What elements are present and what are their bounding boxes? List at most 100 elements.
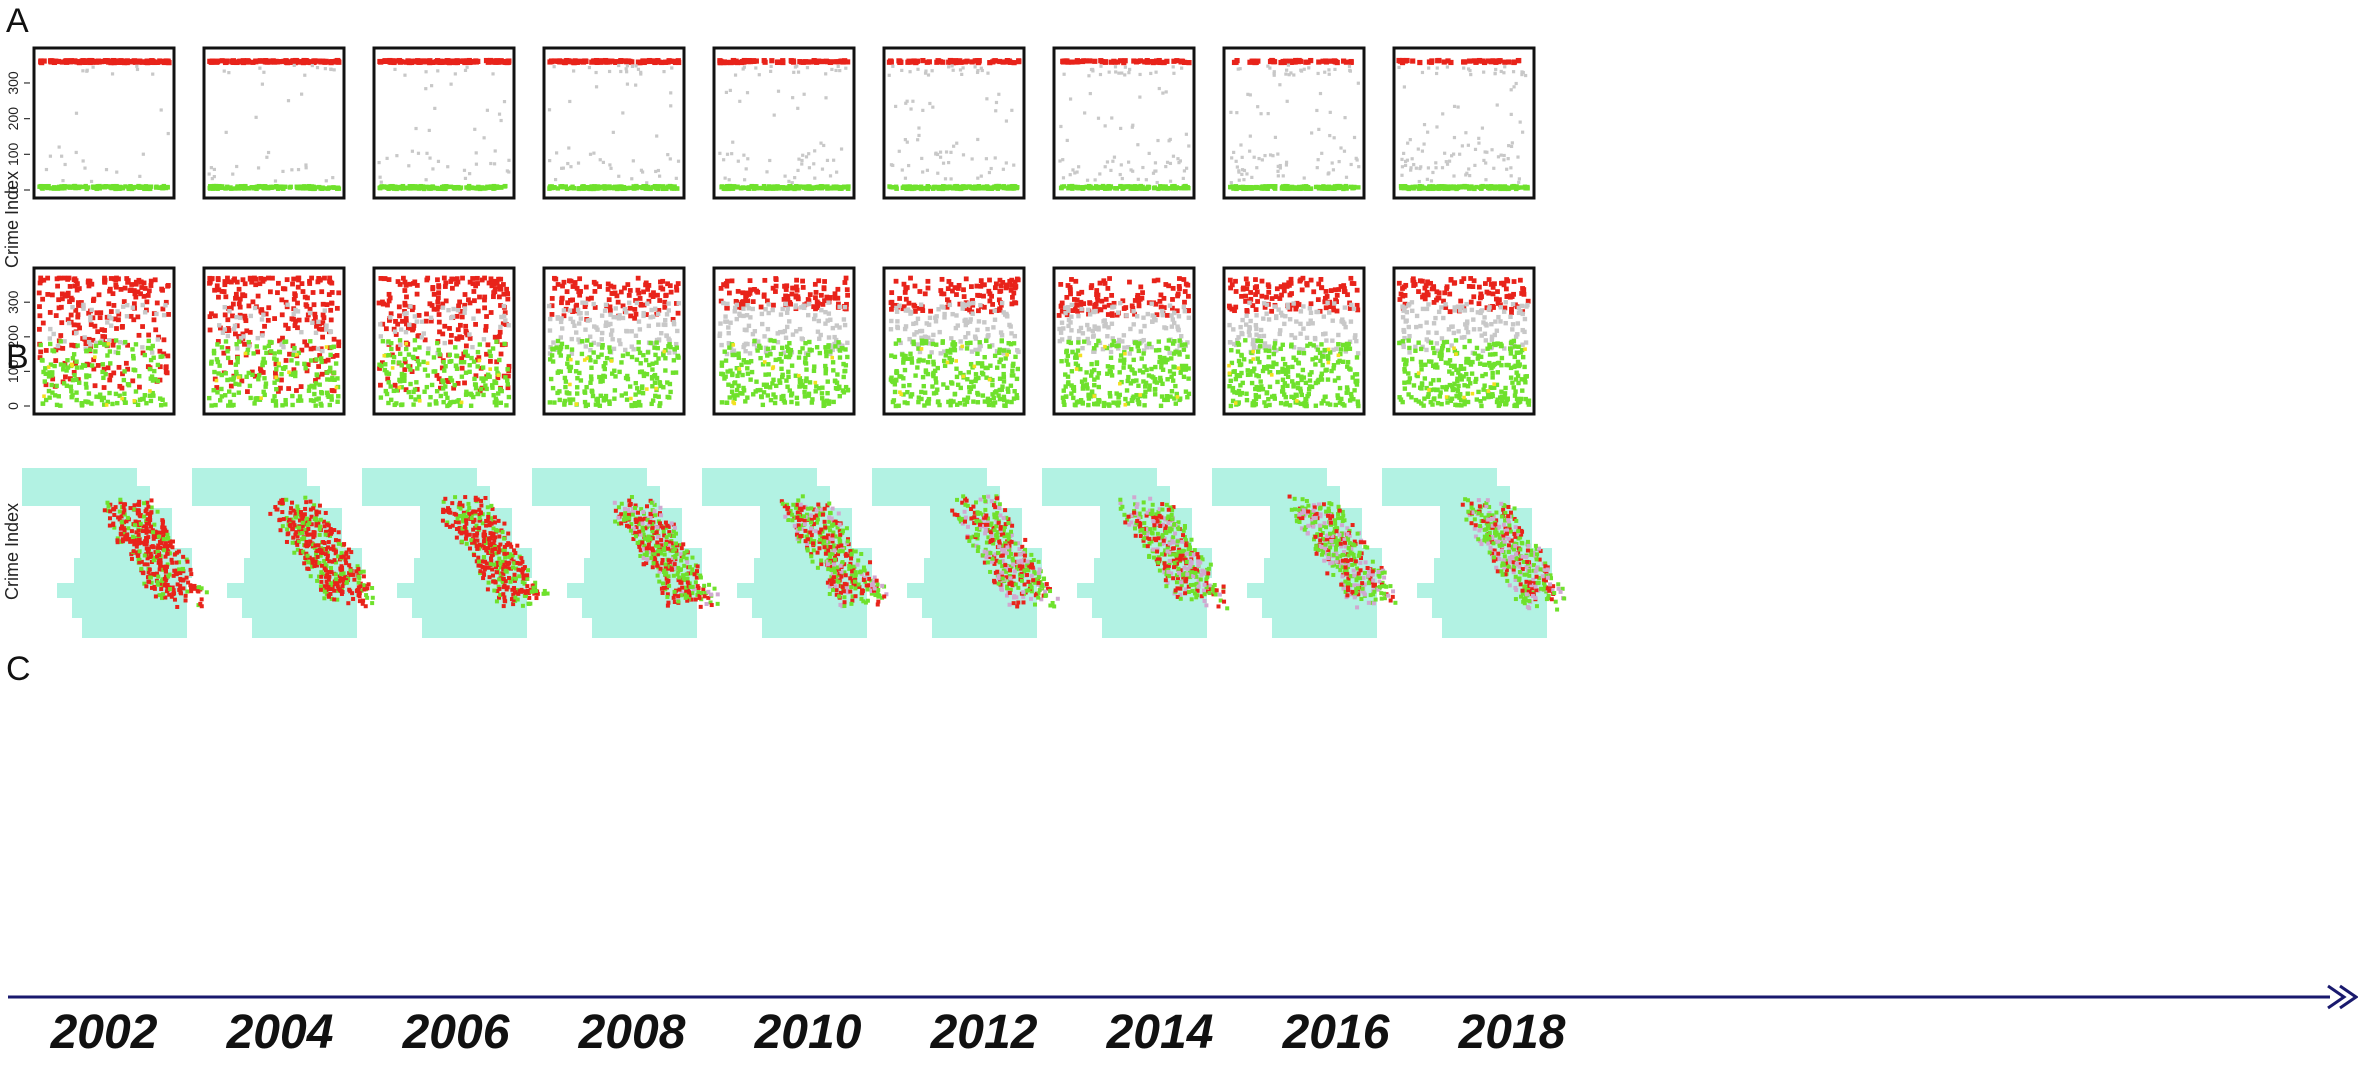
data-point [211, 388, 216, 393]
data-point [1118, 184, 1123, 190]
data-point [952, 144, 956, 148]
data-point [557, 59, 563, 65]
data-point [383, 388, 389, 394]
data-point [1114, 70, 1118, 74]
data-point [925, 285, 931, 291]
data-point [331, 370, 337, 375]
data-point [424, 70, 428, 74]
data-point [55, 343, 61, 349]
data-point [665, 281, 670, 287]
data-point [1462, 66, 1466, 70]
data-point [665, 380, 670, 385]
data-point [564, 289, 570, 295]
data-point [306, 388, 312, 393]
data-point [281, 185, 286, 191]
data-point [758, 355, 763, 361]
data-point [1010, 183, 1016, 189]
data-point [62, 339, 67, 344]
data-point [77, 184, 83, 190]
data-point [1119, 163, 1123, 167]
data-point [403, 316, 409, 321]
data-point [989, 166, 993, 171]
data-point [1418, 166, 1422, 171]
data-point [275, 377, 280, 382]
data-point [599, 352, 604, 357]
data-point [1316, 71, 1320, 76]
data-point [611, 284, 617, 290]
data-point [501, 303, 507, 309]
data-point [658, 401, 663, 406]
data-point [1058, 159, 1062, 163]
data-point [311, 345, 317, 351]
data-point [843, 363, 849, 368]
data-point [750, 299, 756, 304]
data-point [719, 184, 725, 189]
data-point [402, 359, 408, 365]
data-point [391, 360, 396, 365]
data-point [1460, 144, 1464, 148]
data-point [380, 299, 385, 305]
data-point [724, 351, 730, 357]
data-point [622, 186, 627, 191]
data-point [799, 305, 804, 310]
data-point [493, 149, 497, 153]
data-point [573, 330, 579, 335]
data-point [760, 362, 766, 367]
data-point [804, 155, 809, 159]
data-point [1110, 116, 1114, 120]
data-point [718, 321, 723, 326]
data-point [483, 324, 489, 329]
data-point [64, 383, 70, 388]
data-point [85, 69, 89, 73]
data-point [386, 291, 392, 297]
data-point [1184, 132, 1188, 136]
data-point [924, 59, 930, 65]
data-point [997, 277, 1003, 283]
data-point [1490, 58, 1496, 64]
data-point [726, 290, 732, 296]
data-point [310, 63, 314, 68]
data-point [1348, 59, 1354, 65]
data-point [618, 289, 624, 295]
data-point [762, 360, 767, 364]
data-point [245, 347, 251, 353]
data-point [244, 328, 250, 334]
data-point [421, 331, 427, 336]
data-point [1268, 153, 1273, 157]
data-point [783, 186, 789, 191]
data-point [328, 329, 333, 334]
data-point [210, 176, 214, 181]
data-point [1229, 181, 1233, 185]
data-point [1519, 185, 1524, 190]
data-point [501, 313, 507, 319]
data-point [155, 337, 161, 342]
data-point [65, 365, 71, 370]
data-point [1285, 99, 1289, 103]
data-point [142, 352, 148, 358]
data-point [591, 350, 596, 355]
data-point [1240, 184, 1246, 190]
data-point [645, 181, 649, 185]
data-point [654, 169, 658, 174]
data-point [161, 351, 167, 357]
data-point [94, 310, 100, 316]
data-point [428, 315, 434, 321]
data-point [643, 312, 649, 317]
data-point [408, 59, 414, 65]
data-point [1000, 280, 1006, 285]
data-point [987, 277, 992, 283]
data-point [1080, 185, 1085, 191]
data-point [443, 391, 448, 396]
data-point [1486, 185, 1491, 191]
data-point [547, 357, 553, 362]
data-point [309, 275, 315, 281]
data-point [78, 300, 84, 305]
data-point [324, 370, 330, 375]
data-point [506, 394, 512, 400]
data-point [449, 82, 453, 86]
data-point [570, 319, 576, 325]
data-point [608, 163, 612, 167]
data-point [944, 304, 950, 310]
data-point [424, 384, 430, 390]
data-point [723, 374, 728, 379]
